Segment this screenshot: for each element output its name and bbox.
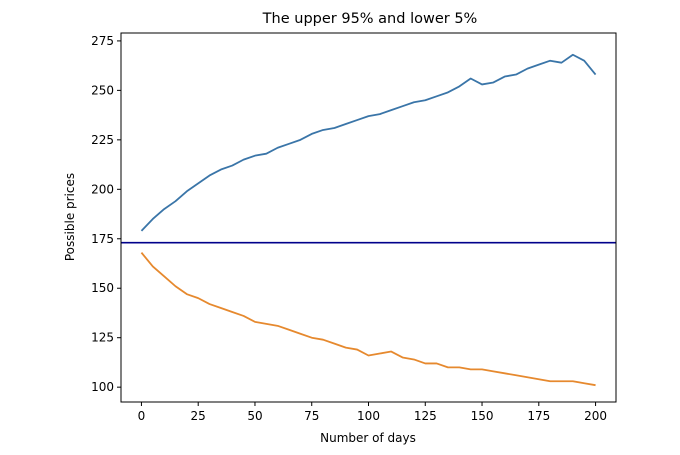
plot-area: [121, 53, 616, 387]
x-axis-label: Number of days: [320, 431, 416, 445]
x-tick-label: 100: [357, 409, 380, 423]
x-tick-label: 200: [584, 409, 607, 423]
y-tick-label: 225: [91, 133, 114, 147]
y-tick-label: 200: [91, 182, 114, 196]
axis-ticks: 0 25 50 75 100 125 150 175 200 100 125 150 175 200 225…: [91, 34, 607, 423]
y-tick-label: 250: [91, 83, 114, 97]
x-tick-label: 25: [191, 409, 206, 423]
plot-frame: [120, 32, 617, 403]
x-tick-label: 150: [471, 409, 494, 423]
x-tick-label: 125: [414, 409, 437, 423]
x-tick-label: 50: [247, 409, 262, 423]
y-tick-label: 125: [91, 331, 114, 345]
y-axis-label: Possible prices: [63, 173, 77, 261]
series-line-2: [140, 252, 596, 387]
series-line-1: [140, 53, 597, 232]
x-tick-label: 75: [304, 409, 319, 423]
chart-title: The upper 95% and lower 5%: [262, 11, 478, 27]
y-tick-label: 275: [91, 34, 114, 48]
x-tick-label: 175: [527, 409, 550, 423]
y-tick-label: 175: [91, 232, 114, 246]
x-tick-label: 0: [138, 409, 146, 423]
y-tick-label: 150: [91, 281, 114, 295]
y-tick-label: 100: [91, 380, 114, 394]
